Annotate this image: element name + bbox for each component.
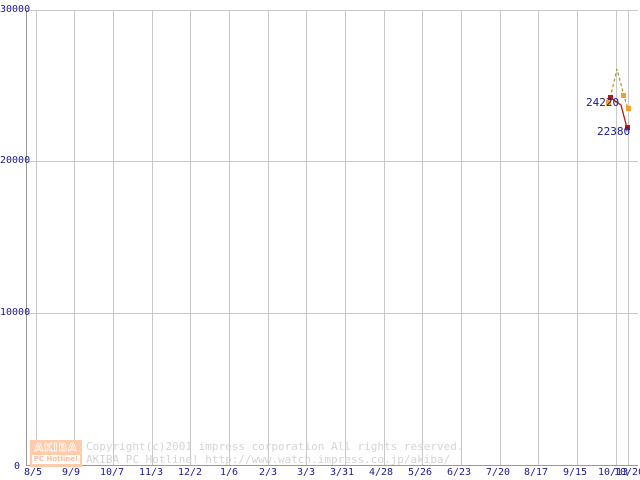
x-axis-tick-6: 2/3	[259, 467, 278, 478]
akiba-logo-title: AKIBA	[34, 441, 78, 454]
y-axis-tick-0: 0	[14, 461, 21, 472]
y-axis-tick-30000: 30000	[0, 4, 31, 15]
x-axis-tick-8: 3/31	[330, 467, 355, 478]
gridline-v	[384, 10, 385, 465]
x-axis-tick-11: 6/23	[447, 467, 472, 478]
gridline-v	[36, 10, 37, 465]
x-axis-tick-10: 5/26	[408, 467, 433, 478]
y-axis-tick-10000: 10000	[0, 307, 31, 318]
x-axis-tick-16: 10/20	[614, 467, 640, 478]
gridline-h	[26, 313, 638, 314]
x-axis-line	[26, 465, 638, 466]
x-axis-tick-3: 11/3	[139, 467, 164, 478]
x-axis-tick-15: 10/13	[598, 467, 629, 478]
gridline-v	[616, 10, 617, 465]
akiba-logo: AKIBA PC Hotline!	[30, 440, 82, 467]
series-b-point	[621, 93, 626, 98]
x-axis-tick-4: 12/2	[178, 467, 203, 478]
gridline-v	[538, 10, 539, 465]
x-axis-tick-14: 9/15	[563, 467, 588, 478]
gridline-v	[345, 10, 346, 465]
source-url-line: AKIBA PC Hotline! http://www.watch.impre…	[86, 453, 451, 466]
x-axis-tick-1: 9/9	[62, 467, 81, 478]
copyright-line: Copyright(c)2001 impress corporation All…	[86, 440, 464, 453]
series-b-point	[626, 106, 631, 111]
series-a-point	[608, 95, 613, 100]
x-axis-tick-7: 3/3	[297, 467, 316, 478]
x-axis-tick-12: 7/20	[486, 467, 511, 478]
series-b-point	[606, 100, 611, 105]
gridline-v	[422, 10, 423, 465]
gridline-v	[152, 10, 153, 465]
gridline-v	[628, 10, 629, 465]
x-axis-tick-9: 4/28	[369, 467, 394, 478]
gridline-v	[461, 10, 462, 465]
y-axis-line	[26, 10, 27, 465]
gridline-v	[113, 10, 114, 465]
data-label-lower: 22380	[597, 125, 631, 138]
y-axis-tick-20000: 20000	[0, 155, 31, 166]
gridline-v	[190, 10, 191, 465]
gridline-h	[26, 10, 638, 11]
gridline-v	[577, 10, 578, 465]
gridline-v	[229, 10, 230, 465]
x-axis-tick-13: 8/17	[524, 467, 549, 478]
data-label-upper: 24220	[586, 96, 620, 109]
x-axis-tick-2: 10/7	[100, 467, 125, 478]
gridline-v	[500, 10, 501, 465]
series-a-point	[625, 125, 630, 130]
gridline-v	[268, 10, 269, 465]
gridline-v	[306, 10, 307, 465]
x-axis-tick-0: 8/5	[24, 467, 43, 478]
x-axis-tick-5: 1/6	[220, 467, 239, 478]
series-b-line	[608, 68, 629, 110]
akiba-logo-subtitle: PC Hotline!	[32, 455, 80, 464]
footer-watermark: AKIBA PC Hotline! Copyright(c)2001 impre…	[26, 440, 638, 470]
gridline-v	[74, 10, 75, 465]
series-a-line	[610, 97, 628, 129]
gridline-h	[26, 161, 638, 162]
